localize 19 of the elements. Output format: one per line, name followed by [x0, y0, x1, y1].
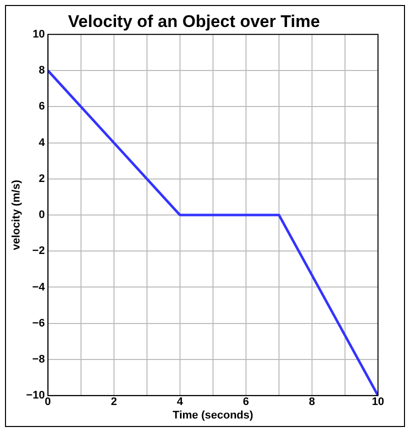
x-tick-label: 10 — [372, 396, 384, 408]
y-tick-label: 0 — [38, 209, 45, 222]
y-tick-label: −10 — [26, 390, 45, 402]
x-axis-title: Time (seconds) — [172, 409, 254, 422]
x-tick-label: 4 — [176, 396, 184, 408]
x-tick-label: 8 — [308, 396, 316, 408]
chart-title: Velocity of an Object over Time — [68, 12, 320, 31]
y-tick-label: −4 — [32, 281, 46, 294]
y-tick-label: 4 — [38, 136, 46, 149]
y-tick-label: 8 — [38, 64, 45, 77]
y-tick-label: 2 — [38, 172, 45, 185]
x-tick-label: 6 — [242, 396, 250, 408]
y-tick-label: −2 — [32, 245, 45, 258]
y-tick-label: 10 — [32, 28, 45, 40]
x-tick-label: 2 — [110, 396, 117, 408]
y-tick-label: −8 — [32, 354, 45, 366]
y-axis-title: velocity (m/s) — [10, 180, 23, 250]
y-tick-label: −6 — [32, 317, 45, 330]
y-tick-label: 6 — [38, 100, 45, 113]
